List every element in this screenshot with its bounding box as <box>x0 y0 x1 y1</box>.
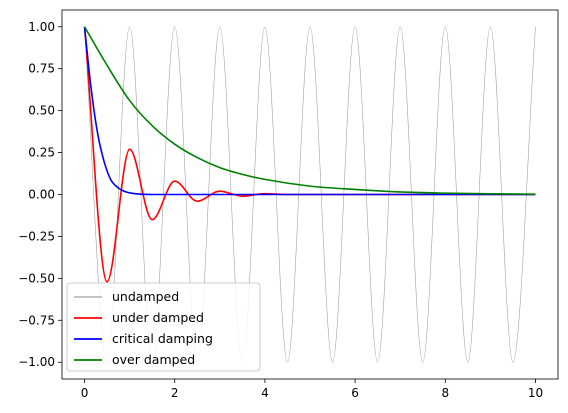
legend-entry-undamped: undamped <box>74 289 179 304</box>
y-tick-label: 0.00 <box>28 188 55 202</box>
y-tick-label: −0.25 <box>18 229 55 243</box>
y-tick-label: 0.25 <box>28 146 55 160</box>
x-tick-label: 0 <box>81 386 89 400</box>
plot-series <box>83 26 536 363</box>
legend-box <box>66 282 261 372</box>
y-tick-label: 0.75 <box>28 62 55 76</box>
x-tick-label: 6 <box>351 386 359 400</box>
legend-label-undamped: undamped <box>112 289 179 304</box>
series-line-under-damped <box>83 26 536 283</box>
x-tick-label: 10 <box>528 386 543 400</box>
y-tick-label: 0.50 <box>28 104 55 118</box>
series-line-critical-damping <box>83 26 536 196</box>
x-tick-label: 2 <box>171 386 179 400</box>
y-axis: 1.00 0.75 0.50 0.25 0.00 −0.25 −0.50 −0.75 −1.00 <box>18 20 62 369</box>
legend-entry-over-damped: over damped <box>74 352 195 367</box>
legend-entry-under-damped: under damped <box>74 310 204 325</box>
series-line-over-damped <box>83 26 536 195</box>
y-tick-label: −1.00 <box>18 355 55 369</box>
legend: undamped under damped critical damping o… <box>66 282 261 372</box>
x-tick-label: 8 <box>441 386 449 400</box>
legend-label-over-damped: over damped <box>112 352 195 367</box>
legend-label-under-damped: under damped <box>112 310 204 325</box>
x-tick-label: 4 <box>261 386 269 400</box>
legend-label-critical-damping: critical damping <box>112 331 213 346</box>
y-tick-label: −0.50 <box>18 271 55 285</box>
x-axis: 0 2 4 6 8 10 <box>81 379 543 400</box>
legend-entry-critical-damping: critical damping <box>74 331 213 346</box>
y-tick-label: 1.00 <box>28 20 55 34</box>
y-tick-label: −0.75 <box>18 313 55 327</box>
